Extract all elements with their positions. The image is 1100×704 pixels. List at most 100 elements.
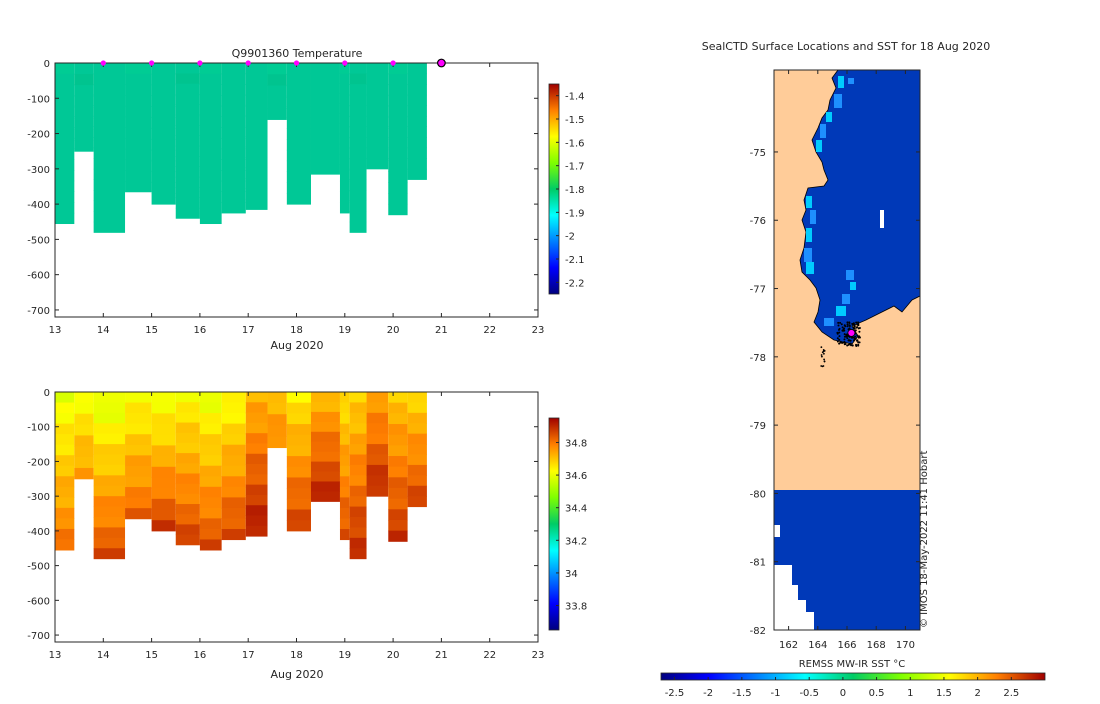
depth-cell bbox=[349, 454, 367, 466]
track-point bbox=[856, 334, 859, 337]
depth-cell bbox=[199, 497, 222, 509]
x-tick-label: 21 bbox=[435, 650, 448, 661]
y-tick-label: -300 bbox=[27, 492, 50, 503]
depth-cell bbox=[286, 498, 311, 511]
colorbar-tick-label: -1.5 bbox=[565, 115, 585, 126]
x-tick-label: 13 bbox=[49, 325, 62, 336]
salinity-xlabel: Aug 2020 bbox=[271, 668, 324, 681]
depth-cell bbox=[407, 464, 427, 476]
depth-cell bbox=[407, 475, 427, 487]
depth-cell bbox=[221, 84, 246, 96]
depth-cell bbox=[125, 181, 152, 193]
depth-cell bbox=[267, 403, 287, 415]
depth-cell bbox=[407, 433, 427, 445]
depth-cell bbox=[221, 170, 246, 182]
y-tick-label: -600 bbox=[27, 271, 50, 282]
track-point bbox=[846, 323, 849, 326]
track-point bbox=[836, 340, 839, 343]
track-point bbox=[855, 321, 858, 324]
depth-cell bbox=[93, 392, 126, 403]
depth-cell bbox=[74, 424, 94, 436]
depth-cell bbox=[74, 63, 94, 75]
x-tick-label: 20 bbox=[387, 650, 400, 661]
depth-cell bbox=[74, 392, 94, 404]
depth-cell bbox=[199, 127, 222, 139]
depth-cell bbox=[267, 108, 287, 120]
depth-cell bbox=[199, 212, 222, 225]
sst-colorbar-tick-label: -1.5 bbox=[732, 688, 752, 699]
map-ocean-ross-sea bbox=[799, 70, 920, 345]
map-x-tick-label: 164 bbox=[808, 640, 827, 651]
depth-cell bbox=[366, 485, 389, 497]
depth-cell bbox=[125, 127, 152, 139]
depth-cell bbox=[339, 486, 350, 498]
y-tick-label: -700 bbox=[27, 306, 50, 317]
depth-cell bbox=[199, 137, 222, 150]
depth-cell bbox=[199, 539, 222, 551]
depth-cell bbox=[199, 116, 222, 128]
depth-cell bbox=[125, 392, 152, 404]
track-point bbox=[853, 327, 856, 330]
depth-cell bbox=[366, 433, 389, 445]
depth-cell bbox=[151, 424, 176, 436]
depth-cell bbox=[310, 73, 340, 84]
depth-cell bbox=[267, 85, 287, 98]
depth-cell bbox=[388, 128, 408, 140]
depth-cell bbox=[55, 423, 75, 435]
depth-cell bbox=[310, 83, 340, 94]
track-point bbox=[841, 326, 844, 329]
map-y-tick-label: -75 bbox=[750, 148, 766, 159]
track-point bbox=[843, 341, 846, 344]
depth-cell bbox=[339, 413, 350, 425]
depth-cell bbox=[175, 156, 200, 167]
depth-cell bbox=[286, 413, 311, 425]
depth-cell bbox=[175, 483, 200, 495]
depth-cell bbox=[388, 106, 408, 118]
track-point bbox=[857, 341, 860, 344]
depth-cell bbox=[245, 178, 268, 189]
depth-cell bbox=[199, 180, 222, 192]
depth-cell bbox=[267, 414, 287, 426]
depth-cell bbox=[175, 524, 200, 536]
depth-cell bbox=[125, 148, 152, 161]
depth-cell bbox=[175, 187, 200, 199]
depth-cell bbox=[407, 147, 427, 159]
depth-cell bbox=[93, 84, 126, 96]
depth-cell bbox=[93, 73, 126, 85]
depth-cell bbox=[199, 465, 222, 477]
depth-cell bbox=[245, 73, 268, 85]
depth-cell bbox=[221, 423, 246, 435]
depth-cell bbox=[93, 126, 126, 138]
map-panel: SealCTD Surface Locations and SST for 18… bbox=[660, 40, 1046, 699]
depth-cell bbox=[310, 421, 340, 433]
depth-cell bbox=[151, 63, 176, 75]
depth-cell bbox=[221, 159, 246, 171]
depth-cell bbox=[286, 171, 311, 183]
y-tick-label: -500 bbox=[27, 562, 50, 573]
depth-cell bbox=[286, 117, 311, 129]
depth-cell bbox=[93, 412, 126, 424]
depth-cell bbox=[349, 105, 367, 117]
depth-cell bbox=[55, 465, 75, 477]
track-point bbox=[852, 323, 855, 326]
depth-cell bbox=[93, 423, 126, 435]
depth-cell bbox=[125, 413, 152, 425]
depth-cell bbox=[339, 392, 350, 404]
x-tick-label: 23 bbox=[532, 650, 545, 661]
depth-cell bbox=[93, 63, 126, 75]
depth-cell bbox=[286, 456, 311, 468]
colorbar-tick-label: -2 bbox=[565, 232, 575, 243]
depth-cell bbox=[221, 116, 246, 128]
depth-cell bbox=[339, 507, 350, 519]
depth-cell bbox=[55, 212, 75, 225]
depth-cell bbox=[310, 431, 340, 443]
depth-cell bbox=[93, 158, 126, 170]
depth-cell bbox=[175, 63, 200, 74]
track-point bbox=[855, 339, 858, 342]
depth-cell bbox=[55, 137, 75, 150]
depth-cell bbox=[55, 116, 75, 128]
depth-cell bbox=[151, 128, 176, 140]
depth-cell bbox=[151, 182, 176, 194]
track-point bbox=[856, 323, 859, 326]
depth-cell bbox=[55, 539, 75, 551]
